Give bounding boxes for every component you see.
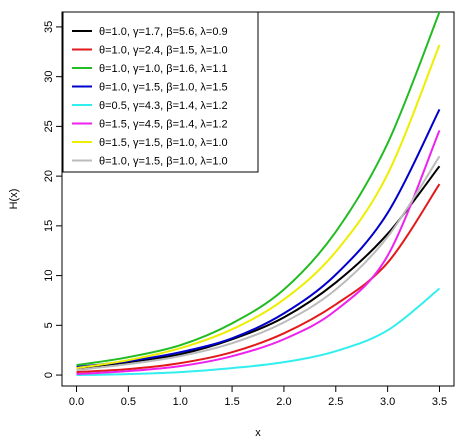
x-tick-label: 1.0 [173,396,188,408]
y-tick-label: 0 [43,372,55,378]
y-axis: 0 5 10 15 20 25 30 35 [43,21,62,378]
x-tick-label: 0.0 [69,396,84,408]
legend-label-4: θ=1.0, γ=1.5, β=1.0, λ=1.5 [99,82,228,94]
x-tick-label: 2.0 [276,396,291,408]
y-axis-title: H(x) [8,189,20,210]
legend-label-6: θ=1.5, γ=4.5, β=1.4, λ=1.2 [99,119,228,131]
series-line-3 [76,12,441,367]
x-axis: 0.0 0.5 1.0 1.5 2.0 2.5 3.0 3.5 [69,386,447,408]
y-tick-label: 25 [43,120,55,132]
x-tick-label: 3.0 [380,396,395,408]
y-tick-label: 15 [43,220,55,232]
series-line-5 [76,287,441,377]
legend: θ=1.0, γ=1.7, β=5.6, λ=0.9 θ=1.0, γ=2.4, … [62,11,259,173]
x-tick-label: 2.5 [328,396,343,408]
legend-label-3: θ=1.0, γ=1.0, β=1.6, λ=1.1 [99,63,228,75]
legend-label-2: θ=1.0, γ=2.4, β=1.5, λ=1.0 [99,45,228,57]
series-line-2 [76,183,441,374]
y-tick-label: 35 [43,21,55,33]
x-tick-label: 3.5 [432,396,447,408]
y-tick-label: 5 [43,322,55,328]
x-axis-title: x [255,427,261,439]
series-layer [76,12,441,377]
y-tick-label: 10 [43,269,55,281]
y-tick-label: 30 [43,71,55,83]
series-line-7 [76,44,441,370]
series-line-6 [76,129,441,376]
series-line-1 [76,165,441,370]
legend-label-7: θ=1.5, γ=1.5, β=1.0, λ=1.0 [99,137,228,149]
legend-box [62,11,259,173]
legend-label-8: θ=1.0, γ=1.5, β=1.0, λ=1.0 [99,156,228,168]
x-tick-label: 1.5 [224,396,239,408]
y-tick-label: 20 [43,170,55,182]
legend-label-1: θ=1.0, γ=1.7, β=5.6, λ=0.9 [99,26,228,38]
x-tick-label: 0.5 [121,396,136,408]
legend-label-5: θ=0.5, γ=4.3, β=1.4, λ=1.2 [99,100,228,112]
series-line-4 [76,109,441,369]
series-line-8 [76,155,441,372]
